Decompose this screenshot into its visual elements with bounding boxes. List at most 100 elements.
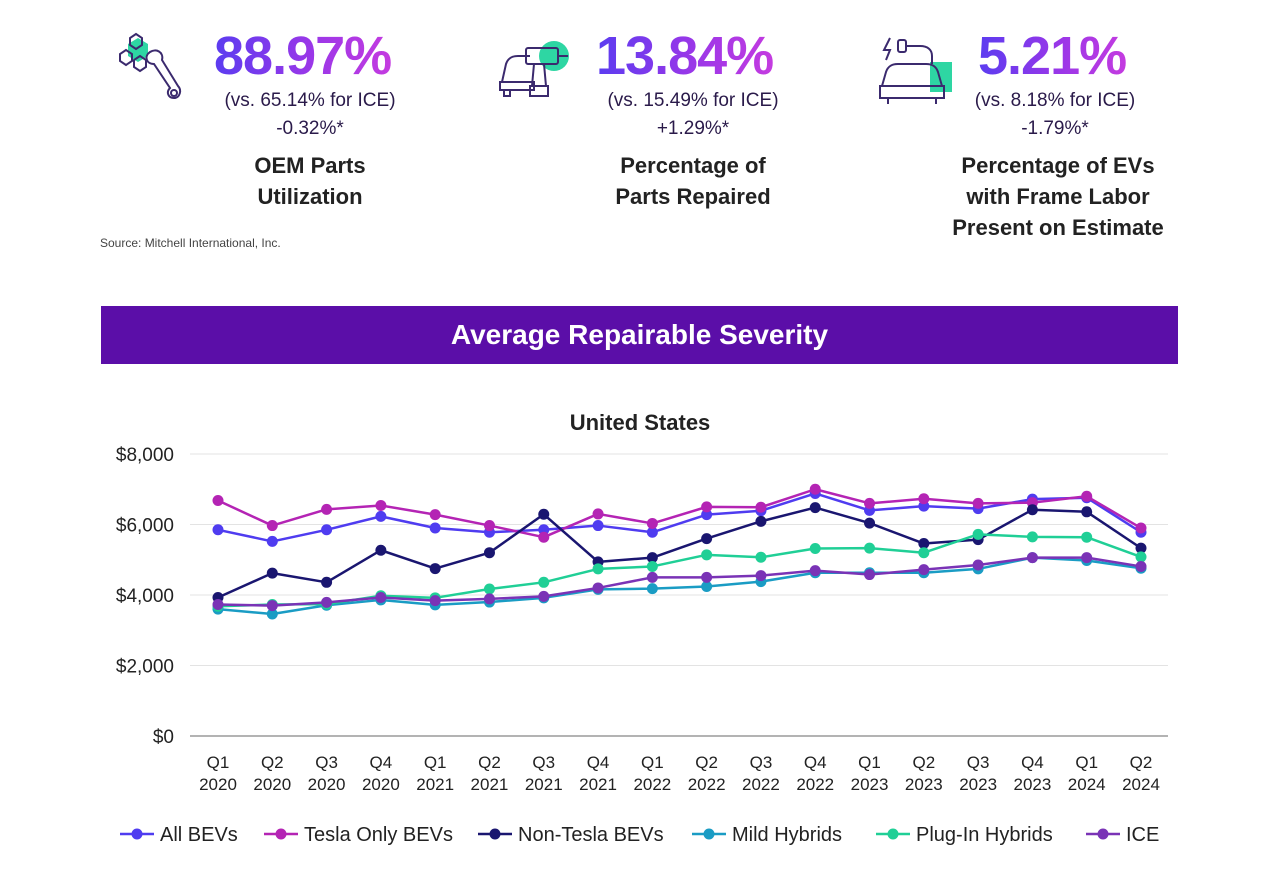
data-point	[483, 547, 495, 559]
x-tick-label: 2021	[416, 775, 454, 794]
series-line	[217, 492, 1142, 543]
data-point	[375, 510, 387, 522]
data-point	[972, 528, 984, 540]
data-point	[429, 509, 441, 521]
x-tick-label: 2024	[1068, 775, 1106, 794]
data-point	[1081, 490, 1093, 502]
chart-title: United States	[570, 410, 711, 435]
x-tick-label: 2021	[471, 775, 509, 794]
data-point	[972, 559, 984, 571]
series-line	[217, 556, 1142, 616]
y-tick-label: $0	[153, 727, 174, 748]
data-point	[321, 596, 333, 608]
data-point	[321, 576, 333, 588]
x-tick-label: 2023	[905, 775, 943, 794]
legend-label: Non-Tesla BEVs	[518, 824, 664, 846]
legend-item: All BEVs	[120, 824, 238, 846]
data-point	[429, 522, 441, 534]
x-tick-label: Q1	[1075, 753, 1098, 772]
x-tick-label: Q4	[1021, 753, 1044, 772]
legend-swatch-marker	[275, 828, 287, 840]
x-tick-label: 2023	[959, 775, 997, 794]
data-point	[592, 520, 604, 532]
legend-label: Plug-In Hybrids	[916, 824, 1053, 846]
data-point	[646, 571, 658, 583]
data-point	[646, 526, 658, 538]
data-point	[483, 583, 495, 595]
data-point	[755, 501, 767, 513]
stat-comparison: (vs. 65.14% for ICE)	[224, 90, 396, 111]
legend-swatch-marker	[489, 828, 501, 840]
legend-swatch-marker	[131, 828, 143, 840]
data-point	[918, 538, 930, 550]
data-point	[809, 483, 821, 495]
data-point	[429, 563, 441, 575]
data-point	[918, 547, 930, 559]
data-point	[646, 560, 658, 572]
data-point	[701, 509, 713, 521]
x-tick-label: Q1	[641, 753, 664, 772]
series-line	[217, 556, 1142, 607]
legend-item: Mild Hybrids	[692, 824, 842, 846]
series-line	[217, 506, 1142, 599]
data-point	[646, 583, 658, 595]
series-tesla-only-bevs	[212, 483, 1147, 543]
data-point	[918, 493, 930, 505]
data-point	[646, 517, 658, 529]
x-tick-label: 2020	[308, 775, 346, 794]
data-point	[321, 503, 333, 515]
data-point	[1135, 551, 1147, 563]
data-point	[918, 564, 930, 576]
data-point	[1026, 552, 1038, 564]
x-tick-label: 2022	[742, 775, 780, 794]
data-point	[266, 600, 278, 612]
data-point	[266, 535, 278, 547]
y-tick-label: $8,000	[116, 445, 174, 466]
data-point	[538, 576, 550, 588]
stat-value: 88.97%	[214, 22, 392, 90]
data-point	[809, 542, 821, 554]
data-point	[375, 499, 387, 511]
data-point	[538, 508, 550, 520]
x-tick-label: 2022	[688, 775, 726, 794]
data-point	[809, 565, 821, 577]
line-chart: United States $0 $2,000 $4,000 $6,000 $8,000…	[116, 410, 1168, 846]
legend-label: All BEVs	[160, 824, 238, 846]
y-tick-label: $4,000	[116, 586, 174, 607]
legend-item: Tesla Only BEVs	[264, 824, 453, 846]
stat-change: -0.32%*	[276, 118, 344, 139]
x-tick-label: Q4	[587, 753, 610, 772]
stat-label: OEM Parts Utilization	[254, 153, 366, 209]
x-tick-label: Q1	[207, 753, 230, 772]
stat-label: Percentage of Parts Repaired	[615, 153, 771, 209]
data-point	[212, 495, 224, 507]
stat-comparison: (vs. 15.49% for ICE)	[607, 90, 779, 111]
data-point	[701, 581, 713, 593]
legend-label: Mild Hybrids	[732, 824, 842, 846]
data-point	[864, 517, 876, 529]
series-line	[217, 488, 1142, 539]
stat-change: -1.79%*	[1021, 118, 1089, 139]
data-point	[972, 497, 984, 509]
stat-change: +1.29%*	[656, 118, 730, 139]
x-tick-label: 2022	[796, 775, 834, 794]
x-tick-label: Q3	[315, 753, 338, 772]
data-point	[375, 591, 387, 603]
series-all-bevs	[212, 487, 1147, 547]
stat-value: 13.84%	[596, 22, 774, 90]
data-point	[429, 595, 441, 607]
x-tick-label: Q1	[858, 753, 881, 772]
data-point	[701, 571, 713, 583]
legend-label: ICE	[1126, 824, 1159, 846]
x-tick-label: 2021	[579, 775, 617, 794]
data-point	[266, 520, 278, 532]
x-tick-label: Q4	[804, 753, 827, 772]
data-point	[483, 593, 495, 605]
data-point	[701, 549, 713, 561]
data-point	[321, 524, 333, 536]
data-point	[864, 542, 876, 554]
y-tick-label: $2,000	[116, 657, 174, 678]
data-point	[212, 599, 224, 611]
x-tick-label: Q2	[1130, 753, 1153, 772]
data-point	[483, 520, 495, 532]
